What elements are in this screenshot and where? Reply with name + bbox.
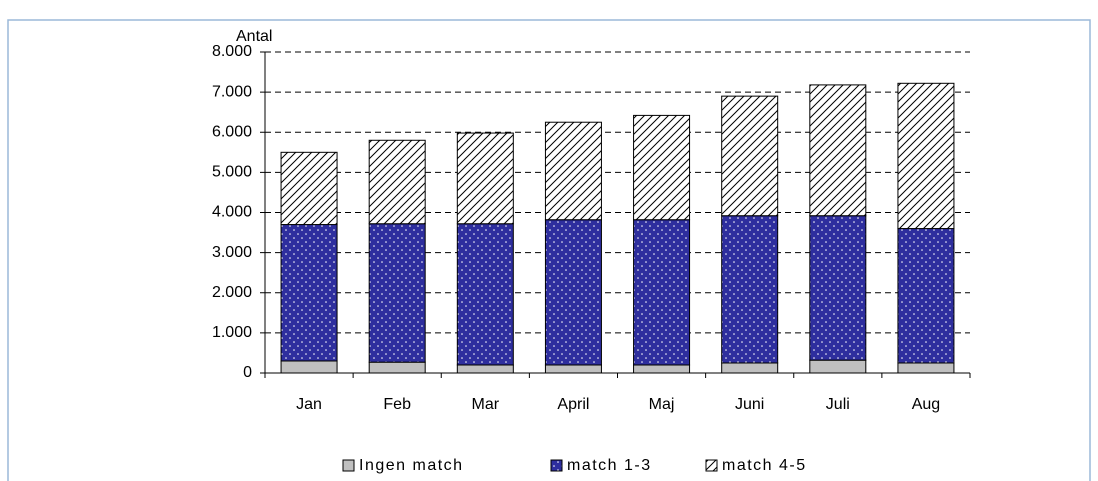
bar-segment (280, 360, 338, 374)
bar-segment (368, 223, 426, 363)
y-tick-label: 7.000 (212, 83, 252, 100)
x-tick-label: Juli (826, 396, 850, 413)
bar-segment (897, 362, 955, 374)
x-tick-label: Jan (296, 396, 322, 413)
y-tick-label: 0 (243, 364, 252, 381)
bar-segment (456, 364, 514, 374)
legend-swatch (342, 459, 355, 472)
bar-segment (721, 362, 779, 374)
y-tick-label: 3.000 (212, 244, 252, 261)
bar-segment (897, 228, 955, 364)
y-tick-label: 5.000 (212, 164, 252, 181)
bar-segment (897, 82, 955, 230)
legend-label: match 1-3 (567, 457, 652, 474)
x-tick-label: Mar (472, 396, 500, 413)
y-tick-label: 8.000 (212, 43, 252, 60)
y-axis-label: Antal (236, 28, 272, 45)
bar-segment (456, 132, 514, 225)
legend-label: Ingen match (359, 457, 464, 474)
x-tick-label: Juni (735, 396, 764, 413)
legend-label: match 4-5 (722, 457, 807, 474)
bar-segment (633, 364, 691, 374)
bar-segment (544, 219, 602, 366)
bar-segment (721, 95, 779, 217)
bar-segment (280, 224, 338, 362)
y-tick-label: 4.000 (212, 204, 252, 221)
bar-segment (633, 219, 691, 366)
bar-segment (809, 359, 867, 374)
bar-segment (456, 223, 514, 366)
bar-segment (633, 114, 691, 221)
x-tick-label: Maj (649, 396, 675, 413)
x-tick-label: April (557, 396, 589, 413)
y-tick-label: 2.000 (212, 284, 252, 301)
bar-segment (809, 215, 867, 361)
bar-segment (544, 364, 602, 374)
legend-swatch (550, 459, 563, 472)
x-tick-label: Feb (383, 396, 411, 413)
x-tick-label: Aug (912, 396, 940, 413)
bar-segment (368, 361, 426, 374)
bar-segment (721, 215, 779, 364)
bar-segment (368, 139, 426, 225)
y-tick-label: 6.000 (212, 123, 252, 140)
bar-segment (280, 151, 338, 226)
legend-swatch (705, 459, 718, 472)
bar-segment (544, 121, 602, 221)
y-tick-label: 1.000 (212, 324, 252, 341)
bar-segment (809, 84, 867, 217)
